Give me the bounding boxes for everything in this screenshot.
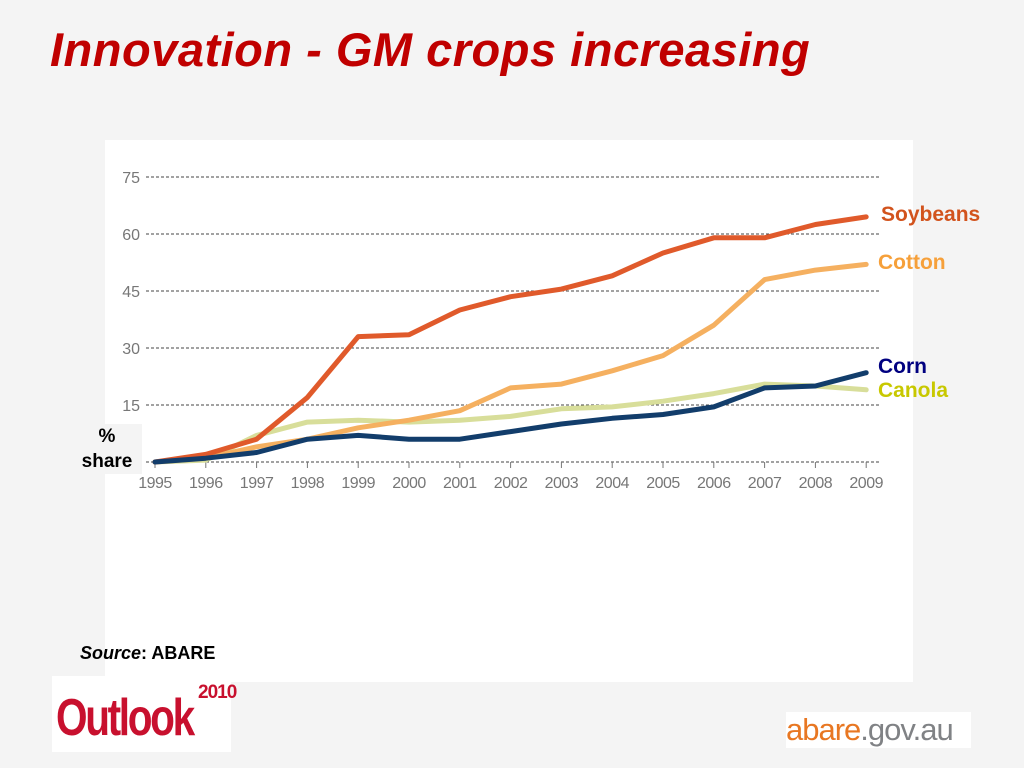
outlook-logo-word: Outlook (56, 689, 195, 747)
x-tick-label: 1999 (341, 475, 375, 492)
source-label: Source (80, 643, 142, 663)
y-tick-label: 45 (122, 284, 140, 301)
x-tick-label: 2008 (799, 475, 833, 492)
outlook-logo-year: 2010 (198, 682, 237, 703)
x-tick-label: 2005 (646, 475, 680, 492)
series-line-soybeans (152, 214, 869, 465)
x-tick-label: 2009 (849, 475, 883, 492)
abare-logo-main: abare (786, 712, 861, 747)
abare-logo: abare.gov.au (786, 712, 971, 748)
x-tick-label: 2001 (443, 475, 477, 492)
x-tick-label: 2004 (595, 475, 629, 492)
x-tick-label: 1998 (291, 475, 325, 492)
x-tick-label: 1996 (189, 475, 223, 492)
x-tick-labels: 1995 1996 1997 1998 1999 2000 2001 2002 2003 2004… (138, 462, 884, 492)
y-tick-labels: 75 60 45 30 15 (122, 170, 140, 415)
y-tick-label: 30 (122, 341, 140, 358)
series-label-corn: Corn (878, 355, 927, 378)
x-tick-label: 2002 (494, 475, 528, 492)
y-tick-label: 75 (122, 170, 140, 187)
x-tick-label: 1997 (240, 475, 274, 492)
series-line-canola (152, 381, 869, 465)
abare-logo-suffix: .gov.au (860, 712, 953, 747)
series-label-cotton: Cotton (878, 251, 946, 274)
series-lines (152, 214, 869, 465)
series-label-soybeans: Soybeans (881, 203, 980, 226)
series-line-corn (152, 370, 869, 465)
y-axis-label: % share (72, 424, 142, 474)
x-tick-label: 2003 (545, 475, 579, 492)
y-axis-label-percent: % (98, 426, 116, 447)
x-tick-label: 2007 (748, 475, 782, 492)
outlook-2010-logo: Outlook 2010 (52, 676, 237, 752)
x-tick-label: 1995 (138, 475, 172, 492)
y-tick-label: 60 (122, 227, 140, 244)
series-line-cotton (152, 261, 869, 465)
source-note: Source: ABARE (80, 643, 215, 664)
slide-title: Innovation - GM crops increasing (50, 23, 811, 76)
chart-panel-extension (105, 505, 343, 672)
x-tick-label: 2006 (697, 475, 731, 492)
y-axis-label-share: share (81, 451, 133, 472)
gridlines (146, 176, 880, 463)
x-tick-label: 2000 (392, 475, 426, 492)
y-tick-label: 15 (122, 398, 140, 415)
source-value: : ABARE (141, 643, 216, 663)
series-label-canola: Canola (878, 379, 948, 402)
